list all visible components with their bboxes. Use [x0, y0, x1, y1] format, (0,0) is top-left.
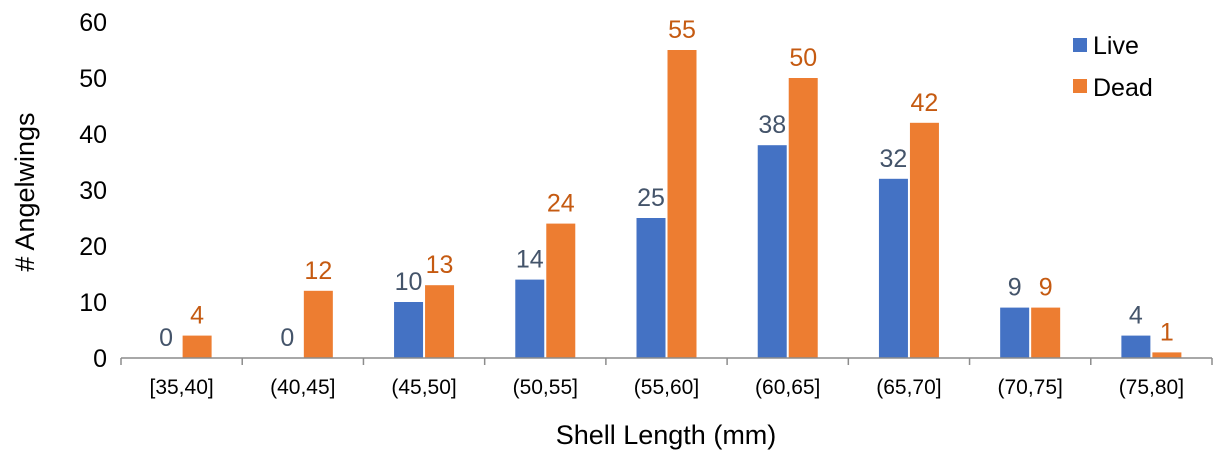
x-category-label: (60,65] — [755, 376, 820, 399]
data-label-live: 0 — [280, 324, 294, 352]
y-tick-label: 30 — [79, 177, 107, 205]
x-category-label: (45,50] — [391, 376, 456, 399]
y-tick-label: 40 — [79, 121, 107, 149]
bar-dead — [182, 335, 212, 358]
data-label-dead: 50 — [789, 44, 817, 72]
data-label-live: 0 — [159, 324, 173, 352]
y-tick-label: 0 — [93, 345, 107, 373]
bar-live — [878, 178, 908, 358]
data-label-live: 32 — [880, 145, 908, 173]
bar-dead — [1031, 307, 1061, 358]
bar-dead — [546, 223, 576, 358]
data-label-dead: 13 — [426, 251, 454, 279]
legend-label-dead: Dead — [1093, 74, 1153, 102]
y-tick-label: 10 — [79, 289, 107, 317]
data-label-dead: 24 — [547, 190, 575, 218]
bar-live — [1121, 335, 1151, 358]
data-label-live: 4 — [1129, 302, 1143, 330]
bar-live — [515, 279, 545, 358]
x-axis-tick-marks — [120, 358, 1213, 365]
x-category-label: (75,80] — [1119, 376, 1184, 399]
bar-live — [1000, 307, 1030, 358]
x-category-label: (40,45] — [270, 376, 335, 399]
y-axis-title: # Angelwings — [10, 112, 40, 271]
data-label-live: 38 — [758, 111, 786, 139]
bar-dead — [1152, 352, 1182, 358]
y-axis-ticks: 0 10 20 30 40 50 60 — [79, 9, 107, 373]
y-tick-label: 50 — [79, 65, 107, 93]
x-category-label: (50,55] — [513, 376, 578, 399]
data-label-dead: 12 — [304, 257, 332, 285]
bar-series — [182, 50, 1182, 358]
bar-dead — [303, 290, 333, 358]
bar-dead — [788, 78, 818, 358]
legend: Live Dead — [1073, 32, 1153, 102]
x-category-label: (55,60] — [634, 376, 699, 399]
x-axis-title: Shell Length (mm) — [556, 420, 777, 450]
bar-dead — [667, 50, 697, 358]
x-axis-category-labels: [35,40] (40,45] (45,50] (50,55] (55,60] (60,6… — [149, 376, 1184, 399]
x-category-label: (70,75] — [997, 376, 1062, 399]
bar-dead — [425, 285, 455, 358]
bar-live — [636, 218, 666, 358]
bar-live — [394, 302, 424, 358]
bar-live — [757, 145, 787, 358]
data-label-live: 10 — [395, 268, 423, 296]
legend-swatch-live — [1073, 38, 1087, 52]
y-tick-label: 60 — [79, 9, 107, 37]
data-label-dead: 4 — [190, 302, 204, 330]
data-label-dead: 9 — [1039, 274, 1053, 302]
data-label-dead: 42 — [911, 89, 939, 117]
legend-swatch-dead — [1073, 79, 1087, 93]
y-tick-label: 20 — [79, 233, 107, 261]
legend-label-live: Live — [1093, 32, 1139, 60]
data-label-live: 14 — [516, 246, 544, 274]
data-label-dead: 55 — [668, 16, 696, 44]
x-category-label: [35,40] — [149, 376, 213, 399]
data-label-live: 9 — [1008, 274, 1022, 302]
data-label-dead: 1 — [1160, 318, 1174, 346]
x-category-label: (65,70] — [876, 376, 941, 399]
data-labels: 0 0 10 14 25 38 32 9 4 4 12 13 24 55 50 42 9 1 — [159, 16, 1174, 352]
bar-dead — [909, 122, 939, 358]
data-label-live: 25 — [637, 184, 665, 212]
